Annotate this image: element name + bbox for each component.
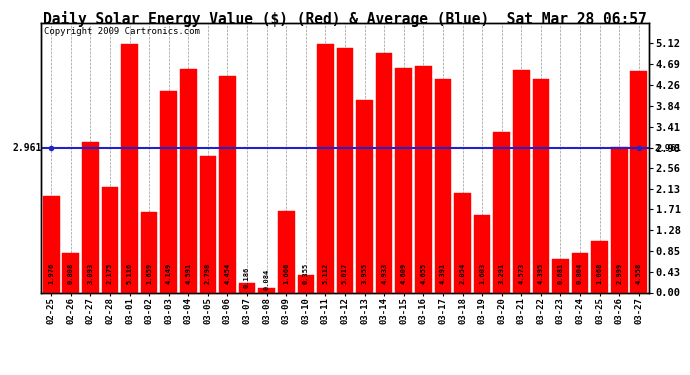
Bar: [631, 71, 647, 292]
Text: 4.591: 4.591: [186, 262, 191, 284]
Text: 0.084: 0.084: [264, 269, 270, 291]
Bar: [611, 147, 627, 292]
Bar: [376, 53, 393, 292]
Text: 3.955: 3.955: [362, 262, 368, 284]
Bar: [258, 288, 275, 292]
Text: 5.116: 5.116: [126, 262, 132, 284]
Text: 1.666: 1.666: [283, 262, 289, 284]
Bar: [297, 275, 314, 292]
Bar: [43, 196, 59, 292]
Bar: [356, 100, 373, 292]
Text: 0.186: 0.186: [244, 267, 250, 288]
Text: Daily Solar Energy Value ($) (Red) & Average (Blue)  Sat Mar 28 06:57: Daily Solar Energy Value ($) (Red) & Ave…: [43, 11, 647, 27]
Bar: [317, 44, 334, 292]
Bar: [552, 260, 569, 292]
Text: 1.659: 1.659: [146, 262, 152, 284]
Bar: [141, 212, 157, 292]
Text: 4.655: 4.655: [420, 262, 426, 284]
Text: 4.149: 4.149: [166, 262, 172, 284]
Text: 4.395: 4.395: [538, 262, 544, 284]
Bar: [160, 91, 177, 292]
Text: 5.112: 5.112: [322, 262, 328, 284]
Bar: [493, 132, 510, 292]
Bar: [591, 240, 608, 292]
Text: 2.175: 2.175: [107, 262, 113, 284]
Bar: [63, 253, 79, 292]
Text: 4.933: 4.933: [381, 262, 387, 284]
Text: 2.054: 2.054: [460, 262, 466, 284]
Text: 0.355: 0.355: [303, 262, 309, 284]
Text: 4.573: 4.573: [518, 262, 524, 284]
Text: 1.976: 1.976: [48, 262, 55, 284]
Text: 0.681: 0.681: [558, 262, 564, 284]
Bar: [278, 211, 295, 292]
Bar: [199, 156, 216, 292]
Text: 0.808: 0.808: [68, 262, 74, 284]
Bar: [180, 69, 197, 292]
Text: 4.454: 4.454: [224, 262, 230, 284]
Text: 3.291: 3.291: [499, 262, 504, 284]
Text: 1.068: 1.068: [597, 262, 602, 284]
Text: 3.093: 3.093: [88, 262, 93, 284]
Bar: [513, 70, 530, 292]
Text: Copyright 2009 Cartronics.com: Copyright 2009 Cartronics.com: [44, 27, 200, 36]
Text: 0.804: 0.804: [577, 262, 583, 284]
Text: 5.017: 5.017: [342, 262, 348, 284]
Text: 2.798: 2.798: [205, 262, 211, 284]
Bar: [121, 44, 138, 292]
Bar: [415, 66, 432, 292]
Bar: [533, 79, 549, 292]
Bar: [395, 68, 412, 292]
Text: 4.558: 4.558: [635, 262, 642, 284]
Bar: [435, 79, 451, 292]
Bar: [454, 193, 471, 292]
Bar: [337, 48, 353, 292]
Text: 1.603: 1.603: [479, 262, 485, 284]
Text: 4.391: 4.391: [440, 262, 446, 284]
Bar: [101, 187, 118, 292]
Bar: [239, 284, 255, 292]
Text: 2.999: 2.999: [616, 262, 622, 284]
Bar: [219, 76, 236, 292]
Bar: [572, 254, 589, 292]
Bar: [82, 142, 99, 292]
Text: 2.961: 2.961: [12, 144, 41, 153]
Bar: [474, 214, 491, 292]
Text: 4.609: 4.609: [401, 262, 407, 284]
Text: 2.961: 2.961: [655, 144, 682, 153]
